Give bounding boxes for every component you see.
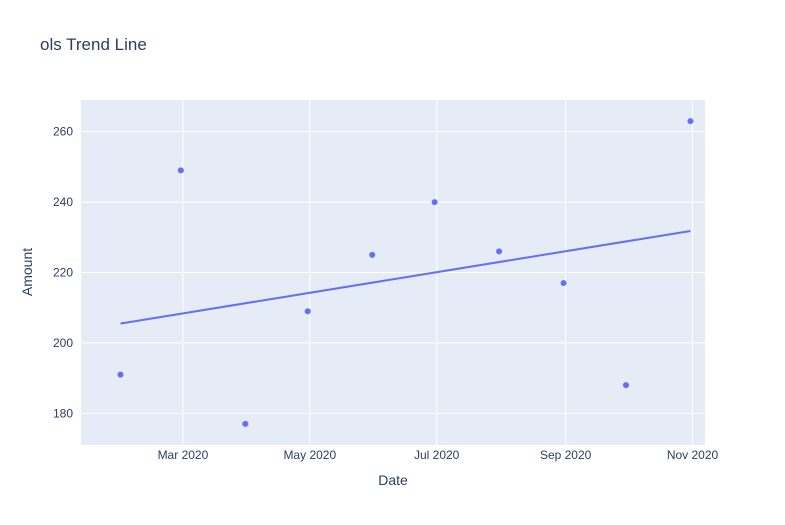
data-point[interactable] bbox=[304, 308, 311, 315]
trend-line-series bbox=[120, 229, 691, 325]
y-tick-label: 220 bbox=[53, 266, 73, 280]
data-point[interactable] bbox=[622, 382, 629, 389]
data-point[interactable] bbox=[117, 371, 124, 378]
x-axis-ticks: Mar 2020 May 2020 Jul 2020 Sep 2020 Nov 2020 bbox=[158, 448, 719, 462]
x-tick-label: May 2020 bbox=[283, 448, 336, 462]
x-axis-title: Date bbox=[378, 472, 408, 488]
y-axis-title: Amount bbox=[19, 248, 35, 296]
data-point[interactable] bbox=[431, 199, 438, 206]
chart-title: ols Trend Line bbox=[40, 35, 147, 54]
y-tick-label: 200 bbox=[53, 336, 73, 350]
x-tick-label: Nov 2020 bbox=[667, 448, 719, 462]
x-tick-label: Mar 2020 bbox=[158, 448, 209, 462]
x-tick-label: Sep 2020 bbox=[540, 448, 592, 462]
y-tick-label: 260 bbox=[53, 125, 73, 139]
data-point[interactable] bbox=[177, 167, 184, 174]
y-tick-label: 240 bbox=[53, 195, 73, 209]
scatter-series bbox=[117, 118, 694, 427]
y-axis-ticks: 180 200 220 240 260 bbox=[53, 125, 73, 421]
data-point[interactable] bbox=[369, 251, 376, 258]
data-point[interactable] bbox=[687, 118, 694, 125]
grid-lines bbox=[81, 100, 705, 445]
x-tick-label: Jul 2020 bbox=[414, 448, 460, 462]
data-point[interactable] bbox=[242, 420, 249, 427]
data-point[interactable] bbox=[496, 248, 503, 255]
trend-line bbox=[120, 229, 691, 325]
y-tick-label: 180 bbox=[53, 406, 73, 420]
data-point[interactable] bbox=[560, 280, 567, 287]
